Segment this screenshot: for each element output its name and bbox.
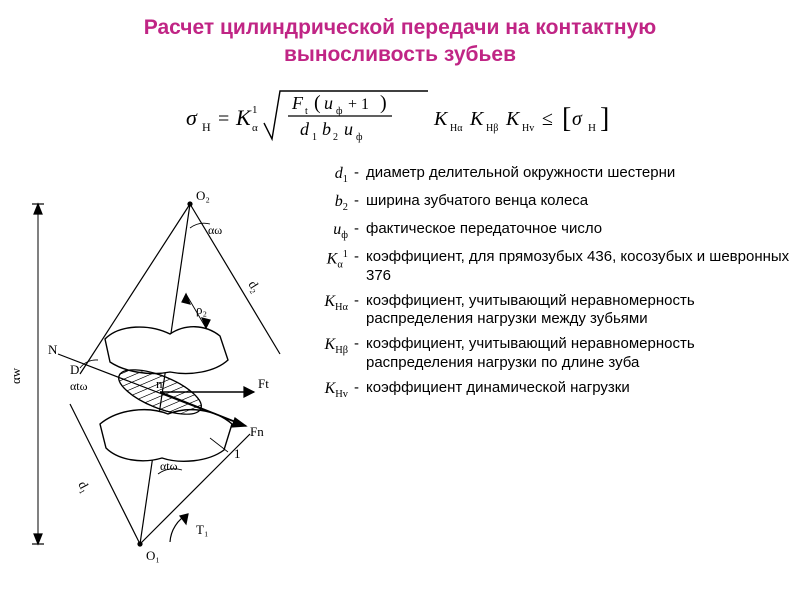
svg-text:ф: ф: [336, 106, 343, 117]
svg-text:Fn: Fn: [250, 424, 264, 439]
definition-text: ширина зубчатого венца колеса: [366, 192, 790, 211]
svg-text:O₁: O₁: [146, 548, 160, 563]
gear-mesh-diagram: αw O₂ O₁ d₂ d₁ N D: [10, 164, 310, 579]
svg-text:d₂: d₂: [245, 277, 264, 294]
definition-text: фактическое передаточное число: [366, 220, 790, 239]
svg-text:≤: ≤: [542, 108, 553, 130]
svg-text:1: 1: [252, 104, 258, 116]
svg-text:2: 2: [333, 132, 338, 143]
svg-text:[: [: [562, 103, 571, 134]
svg-text:σ: σ: [186, 105, 198, 130]
svg-text:d: d: [300, 119, 310, 139]
svg-text:Нα: Нα: [450, 123, 463, 134]
svg-text:1: 1: [234, 446, 241, 461]
definition-symbol: KНα: [318, 292, 354, 314]
svg-text:]: ]: [600, 103, 609, 134]
definition-symbol: d1: [318, 164, 354, 186]
definition-row: b2 - ширина зубчатого венца колеса: [318, 192, 790, 214]
formula-svg: σ Н = K α 1 F t ( u ф + 1 ) d 1 b 2 u ф: [180, 83, 620, 149]
definition-symbol: b2: [318, 192, 354, 214]
svg-text:b: b: [322, 119, 331, 139]
svg-text:D: D: [70, 362, 79, 377]
svg-text:Н: Н: [588, 122, 596, 134]
svg-text:T₁: T₁: [196, 522, 208, 537]
svg-text:ф: ф: [356, 132, 363, 143]
definition-row: KНα - коэффициент, учитывающий неравноме…: [318, 292, 790, 330]
svg-text:ρ₂: ρ₂: [196, 302, 207, 317]
definition-symbol: uф: [318, 220, 354, 242]
svg-text:N: N: [48, 342, 58, 357]
definition-row: Kα1 - коэффициент, для прямозубых 436, к…: [318, 248, 790, 286]
svg-text:d₁: d₁: [75, 478, 93, 495]
svg-text:Нβ: Нβ: [486, 123, 498, 134]
svg-text:F: F: [291, 93, 304, 113]
svg-text:αtω: αtω: [70, 379, 88, 393]
definition-text: диаметр делительной окружности шестерни: [366, 164, 790, 183]
svg-text:K: K: [505, 108, 521, 130]
title-line-1: Расчет цилиндрической передачи на контак…: [144, 16, 656, 39]
diagram-svg: αw O₂ O₁ d₂ d₁ N D: [10, 174, 310, 574]
svg-text:Ft: Ft: [258, 376, 269, 391]
title-line-2: выносливость зубьев: [284, 43, 516, 66]
svg-text:+ 1: + 1: [348, 96, 369, 113]
svg-text:σ: σ: [572, 108, 583, 130]
definition-text: коэффициент, для прямозубых 436, косозуб…: [366, 248, 790, 286]
svg-text:t: t: [305, 106, 308, 117]
definition-row: d1 - диаметр делительной окружности шест…: [318, 164, 790, 186]
definition-row: KНβ - коэффициент, учитывающий неравноме…: [318, 335, 790, 373]
svg-text:αw: αw: [10, 367, 23, 384]
svg-text:): ): [380, 92, 387, 114]
definition-symbol: Kα1: [318, 248, 354, 272]
svg-text:αω: αω: [208, 223, 222, 237]
svg-text:Нv: Нv: [522, 123, 534, 134]
svg-text:(: (: [314, 92, 321, 114]
definition-row: uф - фактическое передаточное число: [318, 220, 790, 242]
svg-text:K: K: [235, 105, 252, 130]
svg-text:1: 1: [312, 132, 317, 143]
definition-row: KНv - коэффициент динамической нагрузки: [318, 379, 790, 401]
svg-text:=: =: [218, 108, 229, 130]
svg-text:αtω: αtω: [160, 459, 178, 473]
content-row: αw O₂ O₁ d₂ d₁ N D: [0, 164, 800, 579]
definition-symbol: KНv: [318, 379, 354, 401]
svg-text:u: u: [324, 93, 333, 113]
svg-text:K: K: [433, 108, 449, 130]
definition-text: коэффициент динамической нагрузки: [366, 379, 790, 398]
page-title: Расчет цилиндрической передачи на контак…: [0, 0, 800, 77]
svg-text:Н: Н: [202, 120, 211, 134]
svg-text:K: K: [469, 108, 485, 130]
svg-text:u: u: [344, 119, 353, 139]
svg-text:α: α: [252, 122, 258, 134]
definition-text: коэффициент, учитывающий неравномерность…: [366, 335, 790, 373]
svg-text:O₂: O₂: [196, 188, 210, 203]
main-formula: σ Н = K α 1 F t ( u ф + 1 ) d 1 b 2 u ф: [0, 77, 800, 164]
definition-text: коэффициент, учитывающий неравномерность…: [366, 292, 790, 330]
definition-symbol: KНβ: [318, 335, 354, 357]
definitions-list: d1 - диаметр делительной окружности шест…: [310, 164, 790, 579]
